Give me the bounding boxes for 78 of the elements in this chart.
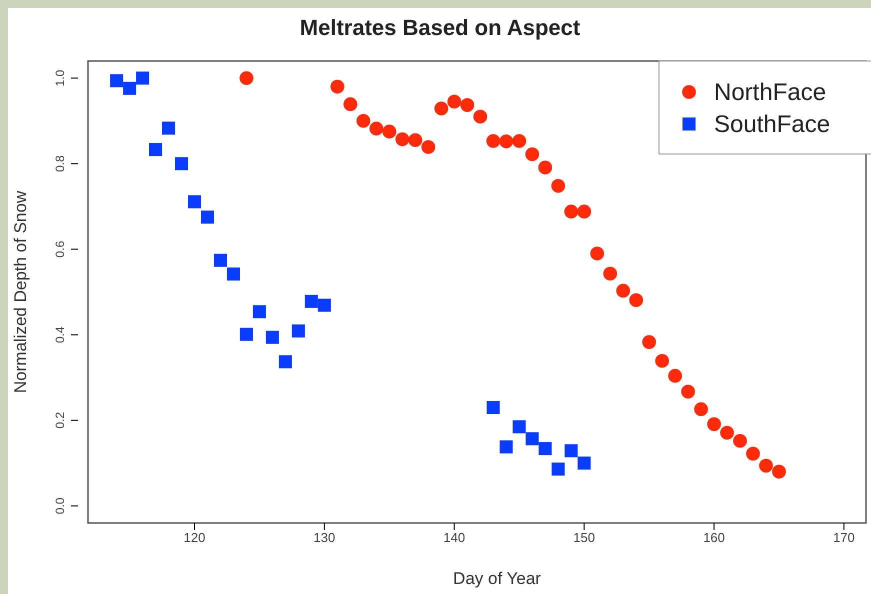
- point: [552, 462, 565, 476]
- point: [578, 456, 591, 470]
- point: [408, 133, 422, 148]
- x-tick-label: 130: [314, 530, 336, 546]
- point: [707, 417, 721, 432]
- point: [382, 124, 396, 138]
- point: [421, 140, 436, 154]
- point: [681, 384, 695, 399]
- point: [512, 420, 526, 434]
- point: [526, 432, 539, 446]
- point: [746, 446, 760, 461]
- point: [486, 134, 500, 148]
- point: [512, 134, 526, 148]
- point: [136, 72, 150, 85]
- point: [603, 266, 618, 280]
- legend-label: NorthFace: [714, 79, 826, 106]
- y-tick-label: 0.2: [53, 412, 67, 429]
- y-tick-label: 1.0: [53, 69, 67, 86]
- point: [629, 293, 644, 308]
- point: [733, 434, 747, 448]
- point: [655, 354, 669, 368]
- point: [162, 122, 176, 135]
- x-tick-label: 160: [703, 530, 725, 546]
- x-axis-title: Day of Year: [453, 569, 542, 588]
- point: [500, 440, 513, 454]
- point: [395, 132, 410, 146]
- y-tick-label: 0.4: [53, 326, 67, 344]
- point: [551, 179, 566, 193]
- x-tick-label: 120: [184, 530, 206, 546]
- point: [240, 328, 253, 341]
- point: [772, 464, 786, 479]
- y-tick-label: 0.8: [53, 155, 67, 172]
- point: [486, 400, 500, 414]
- point: [226, 268, 240, 281]
- point: [564, 204, 578, 218]
- point: [759, 458, 773, 473]
- point: [304, 294, 318, 308]
- point: [668, 368, 682, 383]
- point: [577, 204, 592, 218]
- y-axis-title: Normalized Depth of Snow: [11, 190, 30, 394]
- point: [564, 444, 578, 458]
- legend-label: SouthFace: [714, 111, 830, 138]
- point: [214, 254, 227, 267]
- point: [174, 157, 188, 170]
- point: [473, 110, 488, 124]
- point: [356, 114, 370, 128]
- point: [616, 284, 630, 298]
- point: [252, 305, 266, 318]
- point: [266, 330, 279, 344]
- point: [188, 195, 202, 208]
- point: [447, 94, 462, 109]
- point: [110, 74, 124, 88]
- y-tick-label: 0.0: [53, 497, 67, 514]
- point: [434, 102, 448, 116]
- point: [499, 134, 514, 148]
- point: [369, 122, 384, 136]
- point: [330, 80, 344, 94]
- point: [694, 402, 708, 416]
- y-tick-label: 0.6: [53, 240, 67, 258]
- point: [525, 147, 540, 162]
- point: [278, 355, 292, 368]
- point: [318, 298, 331, 312]
- chart-title: Meltrates Based on Aspect: [300, 15, 581, 40]
- point: [720, 426, 734, 440]
- point: [538, 160, 552, 174]
- point: [200, 210, 214, 224]
- point: [240, 71, 254, 86]
- point: [642, 335, 656, 349]
- point: [590, 246, 604, 260]
- x-tick-label: 140: [443, 530, 466, 546]
- x-tick-label: 170: [833, 530, 855, 546]
- point: [538, 442, 552, 456]
- point: [292, 324, 305, 338]
- point: [149, 143, 162, 156]
- point: [123, 82, 136, 95]
- point: [460, 98, 474, 112]
- point: [343, 97, 358, 112]
- x-tick-label: 150: [573, 530, 596, 546]
